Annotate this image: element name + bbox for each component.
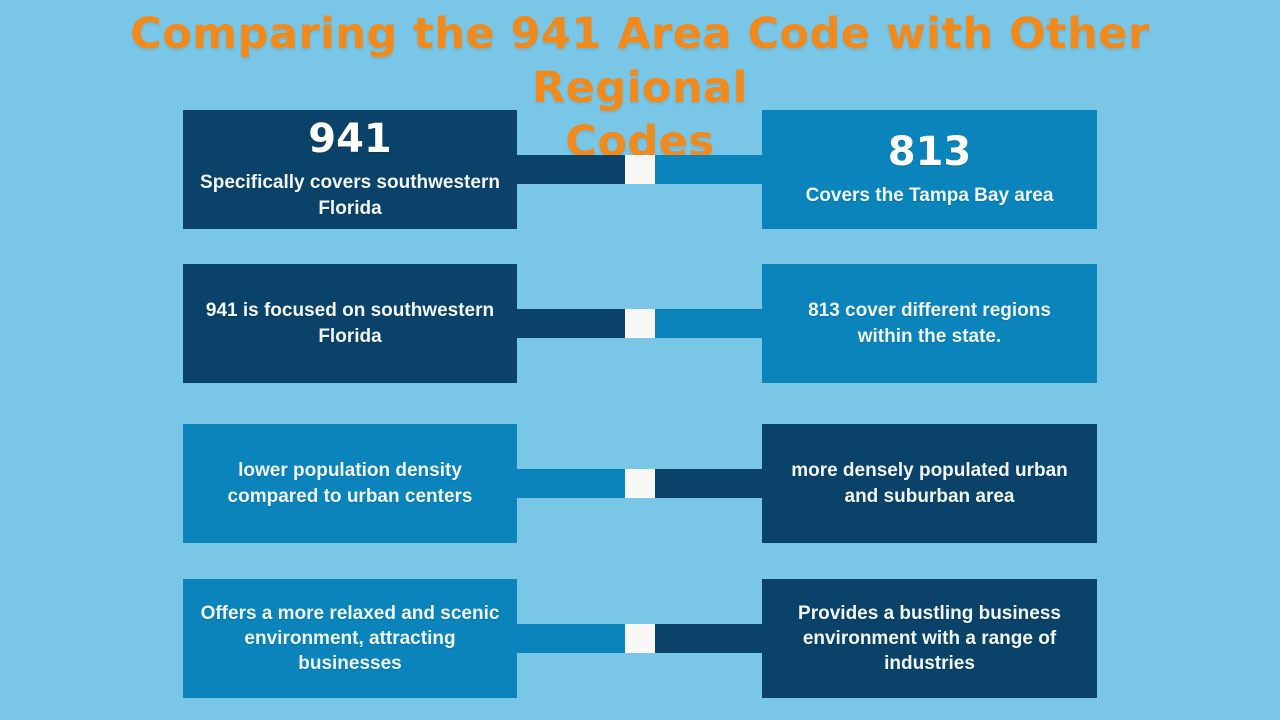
row-1-connector-square (625, 155, 655, 184)
area-code-941-heading: 941 (308, 116, 392, 163)
comparison-row-2: 941 is focused on southwestern Florida 8… (0, 264, 1280, 383)
row-4-left-text: Offers a more relaxed and scenic environ… (200, 602, 500, 675)
row-2-connector-square (625, 309, 655, 338)
row-3-left-text: lower population density compared to urb… (227, 460, 473, 507)
row-1-connector-right-segment (655, 155, 762, 184)
row-4-right-text: Provides a bustling business environment… (798, 602, 1061, 675)
row-1-left-box-941: 941 Specifically covers southwestern Flo… (183, 110, 517, 229)
row-1-right-text: Covers the Tampa Bay area (805, 184, 1054, 206)
row-2-right-text: 813 cover different regions within the s… (808, 300, 1051, 347)
row-3-right-box: more densely populated urban and suburba… (762, 424, 1097, 543)
row-3-connector-square (625, 469, 655, 498)
row-4-connector-right-segment (655, 624, 762, 653)
page-title-line-1: Comparing the 941 Area Code with Other R… (130, 9, 1150, 113)
row-2-left-box: 941 is focused on southwestern Florida (183, 264, 517, 383)
row-1-right-box-813: 813 Covers the Tampa Bay area (762, 110, 1097, 229)
comparison-row-4: Offers a more relaxed and scenic environ… (0, 579, 1280, 698)
row-3-left-box: lower population density compared to urb… (183, 424, 517, 543)
row-4-connector-left-segment (517, 624, 625, 653)
row-4-left-box: Offers a more relaxed and scenic environ… (183, 579, 517, 698)
row-2-connector-right-segment (655, 309, 762, 338)
row-2-connector-left-segment (517, 309, 625, 338)
row-3-connector (517, 469, 762, 498)
page-title: Comparing the 941 Area Code with Other R… (40, 8, 1240, 169)
row-3-right-text: more densely populated urban and suburba… (791, 460, 1068, 507)
row-1-connector (517, 155, 762, 184)
row-1-connector-left-segment (517, 155, 625, 184)
comparison-row-3: lower population density compared to urb… (0, 424, 1280, 543)
row-2-right-box: 813 cover different regions within the s… (762, 264, 1097, 383)
row-2-left-text: 941 is focused on southwestern Florida (205, 300, 495, 347)
row-3-connector-left-segment (517, 469, 625, 498)
row-4-connector (517, 624, 762, 653)
row-1-left-text: Specifically covers southwestern Florida (200, 172, 500, 219)
row-2-connector (517, 309, 762, 338)
row-3-connector-right-segment (655, 469, 762, 498)
row-4-connector-square (625, 624, 655, 653)
comparison-row-1: 941 Specifically covers southwestern Flo… (0, 110, 1280, 229)
area-code-813-heading: 813 (887, 128, 972, 175)
row-4-right-box: Provides a bustling business environment… (762, 579, 1097, 698)
